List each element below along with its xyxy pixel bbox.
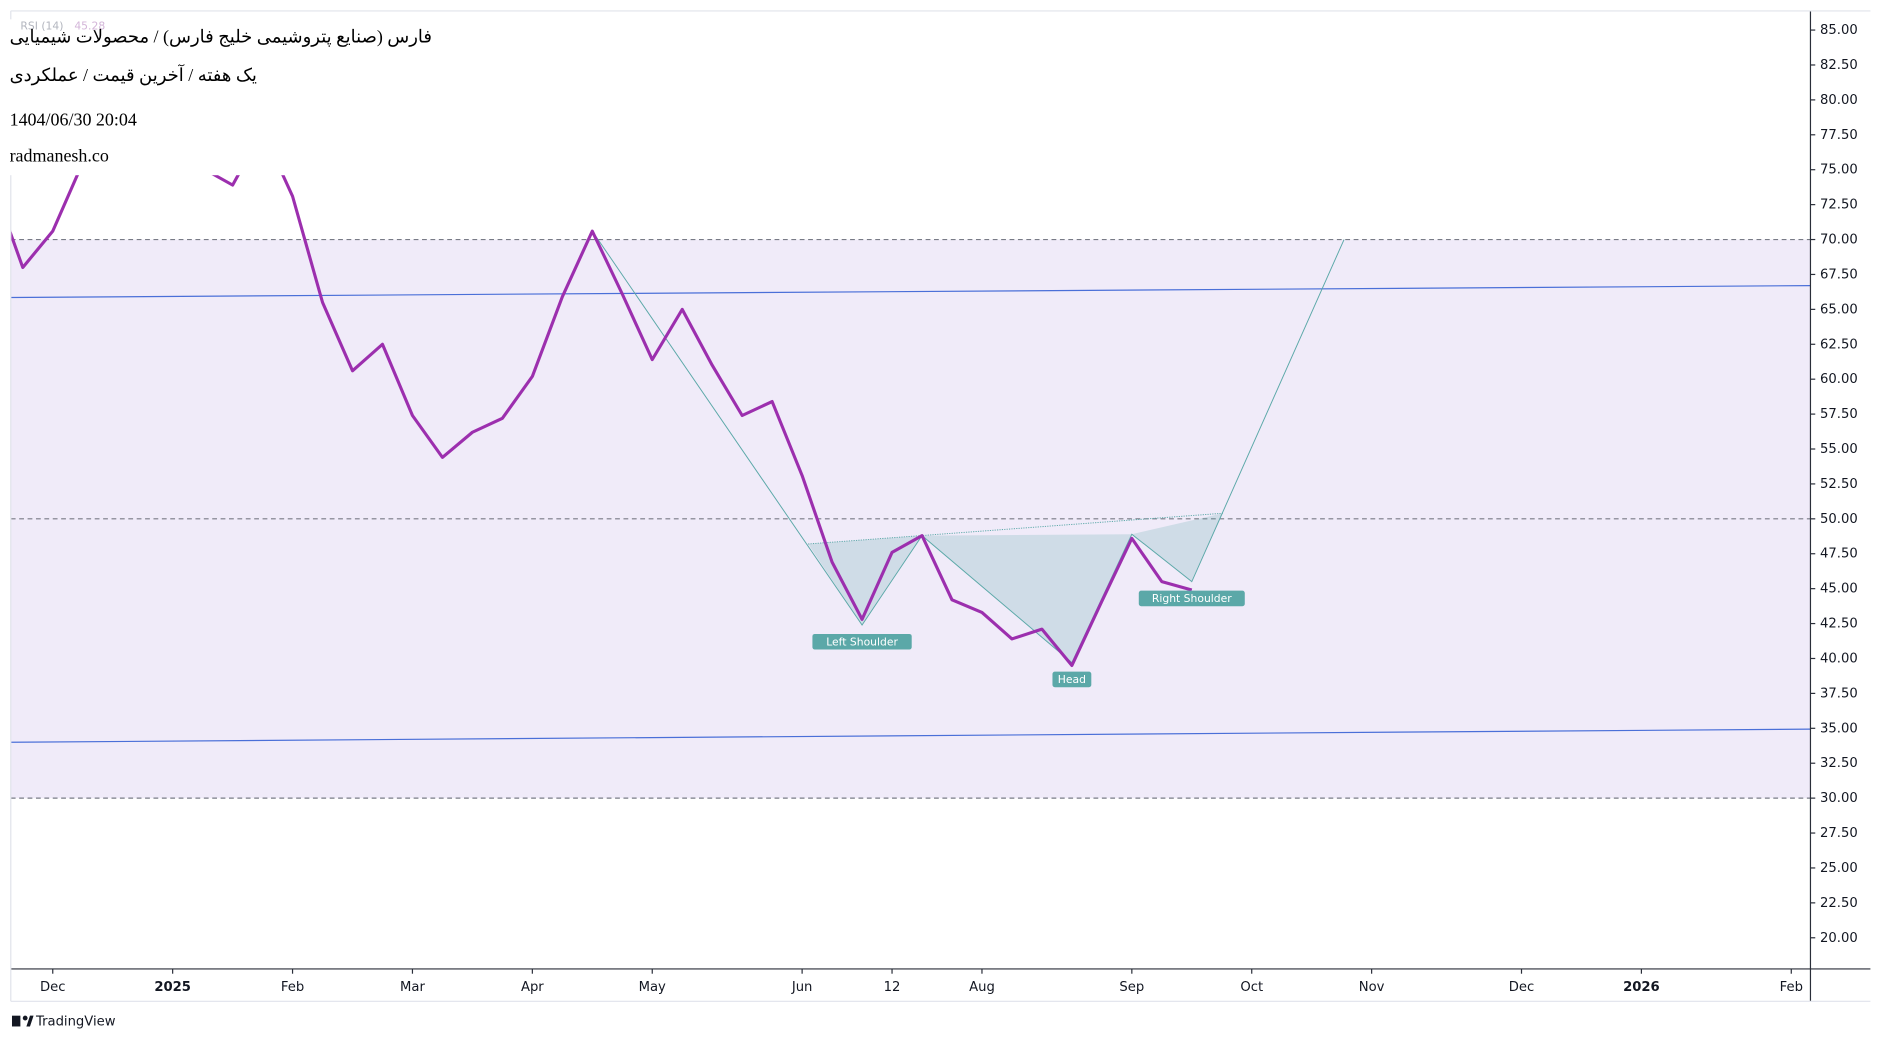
pattern-label-bg — [812, 633, 912, 650]
x-tick-label: Feb — [281, 980, 304, 995]
x-tick-label: Sep — [1119, 980, 1144, 995]
y-tick-label: 57.50 — [1820, 407, 1858, 422]
y-tick-label: 72.50 — [1820, 198, 1858, 213]
x-tick-label: May — [639, 980, 666, 995]
y-tick-label: 25.00 — [1820, 861, 1858, 876]
x-tick-label: 2026 — [1623, 980, 1660, 995]
plot-area — [10, 28, 1811, 799]
x-tick-label: Nov — [1359, 980, 1385, 995]
x-tick-label: Dec — [40, 980, 66, 995]
header-settings: یک هفته / آخرین قیمت / عملکردی — [10, 64, 257, 86]
x-tick-label: Dec — [1509, 980, 1535, 995]
pattern-label: Right Shoulder — [1152, 592, 1232, 605]
y-tick-label: 42.50 — [1820, 617, 1858, 632]
x-tick-label: Oct — [1240, 980, 1263, 995]
y-tick-label: 22.50 — [1820, 896, 1858, 911]
header-bg — [2, 19, 396, 176]
x-tick-label: Feb — [1780, 980, 1803, 995]
y-tick-label: 77.50 — [1820, 128, 1858, 143]
pattern-label-bg — [1138, 590, 1245, 607]
y-tick-label: 62.50 — [1820, 337, 1858, 352]
x-tick-label: 2025 — [154, 980, 191, 995]
pattern-label-bg — [1052, 671, 1092, 688]
y-tick-label: 70.00 — [1820, 233, 1858, 248]
y-tick-label: 67.50 — [1820, 267, 1858, 282]
x-tick-label: 12 — [884, 980, 901, 995]
trend-line — [10, 728, 1811, 743]
x-tick-label: Mar — [400, 980, 425, 995]
pattern-label: Left Shoulder — [826, 635, 898, 648]
y-tick-label: 55.00 — [1820, 442, 1858, 457]
y-tick-label: 27.50 — [1820, 826, 1858, 841]
header-timestamp: 1404/06/30 20:04 — [10, 109, 137, 129]
y-tick-label: 40.00 — [1820, 651, 1858, 666]
y-tick-label: 50.00 — [1820, 512, 1858, 527]
y-tick-label: 82.50 — [1820, 58, 1858, 73]
y-tick-label: 45.00 — [1820, 582, 1858, 597]
pattern-label: Head — [1058, 673, 1086, 686]
footer-brand: TradingView — [35, 1015, 116, 1030]
y-tick-label: 37.50 — [1820, 686, 1858, 701]
trend-line — [10, 285, 1811, 299]
y-tick-label: 65.00 — [1820, 302, 1858, 317]
header-watermark: radmanesh.co — [10, 145, 109, 165]
indicator-value: 45.28 — [74, 20, 105, 33]
pattern-fill — [922, 534, 1132, 663]
y-tick-label: 20.00 — [1820, 931, 1858, 946]
pattern-fill — [1131, 513, 1223, 582]
y-tick-label: 35.00 — [1820, 721, 1858, 736]
y-tick-label: 30.00 — [1820, 791, 1858, 806]
header-symbol: فارس (صنایع پتروشیمی خلیج فارس) / محصولا… — [10, 27, 432, 48]
x-tick-label: Aug — [969, 980, 995, 995]
footer-logo — [11, 1015, 34, 1027]
y-tick-label: 75.00 — [1820, 163, 1858, 178]
y-tick-label: 52.50 — [1820, 477, 1858, 492]
pattern-fill — [808, 535, 923, 625]
y-tick-label: 60.00 — [1820, 372, 1858, 387]
y-tick-label: 47.50 — [1820, 547, 1858, 562]
y-tick-label: 32.50 — [1820, 756, 1858, 771]
x-tick-label: Jun — [791, 980, 813, 995]
indicator-name: RSI (14) — [20, 20, 63, 33]
y-tick-label: 80.00 — [1820, 93, 1858, 108]
x-tick-label: Apr — [521, 980, 544, 995]
y-tick-label: 85.00 — [1820, 23, 1858, 38]
